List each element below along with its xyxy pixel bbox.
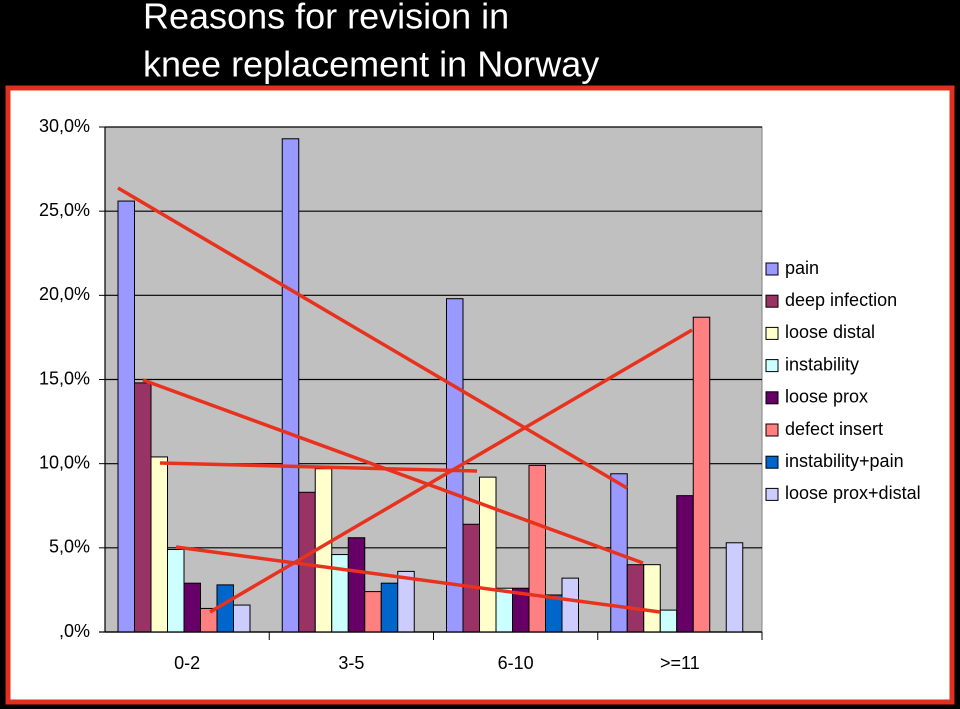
bar (117, 200, 135, 633)
chart-title: knee replacement in Norway (143, 44, 599, 85)
bar (462, 523, 480, 633)
bar (150, 456, 168, 633)
bar (676, 495, 694, 633)
legend-label: defect insert (785, 419, 883, 439)
legend-label: loose distal (785, 322, 875, 342)
legend-label: loose prox (785, 387, 868, 407)
bar (364, 591, 382, 633)
y-tick-label: 5,0% (49, 537, 90, 557)
bar (626, 564, 645, 633)
x-tick-label: 3-5 (338, 653, 364, 673)
bar (397, 570, 415, 633)
legend-swatch (765, 455, 779, 469)
y-tick-label: 30,0% (39, 116, 90, 136)
bar (167, 549, 185, 633)
bar (561, 577, 579, 633)
bar (479, 476, 497, 633)
x-tick-label: >=11 (660, 653, 700, 673)
y-tick-label: 25,0% (39, 200, 90, 220)
y-tick-label: 20,0% (39, 284, 90, 304)
bar (643, 564, 661, 633)
legend-swatch (765, 423, 779, 437)
bar (659, 609, 678, 633)
bar (380, 582, 399, 633)
bar (692, 316, 711, 633)
x-tick-label: 0-2 (174, 653, 200, 673)
chart-title: Reasons for revision in (143, 0, 509, 37)
bar (200, 607, 218, 633)
legend-label: deep infection (785, 290, 897, 310)
bar (347, 537, 366, 633)
trend-lines (117, 186, 693, 614)
trend-line (142, 378, 644, 565)
trend-line (209, 328, 693, 614)
trend-line (117, 186, 628, 490)
bar (528, 464, 546, 633)
bar (495, 587, 513, 633)
legend-swatch (765, 359, 779, 373)
bar (183, 582, 201, 633)
legend-swatch (765, 487, 779, 501)
bar (725, 542, 744, 633)
bar (331, 554, 349, 633)
legend-swatch (765, 262, 779, 276)
trend-line (175, 545, 661, 614)
bar (134, 382, 152, 633)
y-tick-label: 10,0% (39, 452, 90, 472)
y-tick-label: ,0% (59, 621, 90, 641)
bar (233, 604, 251, 633)
y-tick-label: 15,0% (39, 368, 90, 388)
legend-label: pain (785, 258, 819, 278)
bar (545, 594, 563, 633)
legend-swatch (765, 391, 779, 405)
legend-label: instability (785, 354, 859, 374)
legend-swatch (765, 294, 779, 308)
x-tick-label: 6-10 (498, 653, 534, 673)
trend-line (159, 461, 478, 473)
bar (281, 138, 300, 633)
legend-swatch (765, 326, 779, 340)
legend-label: instability+pain (785, 451, 904, 471)
legend-label: loose prox+distal (785, 483, 921, 503)
